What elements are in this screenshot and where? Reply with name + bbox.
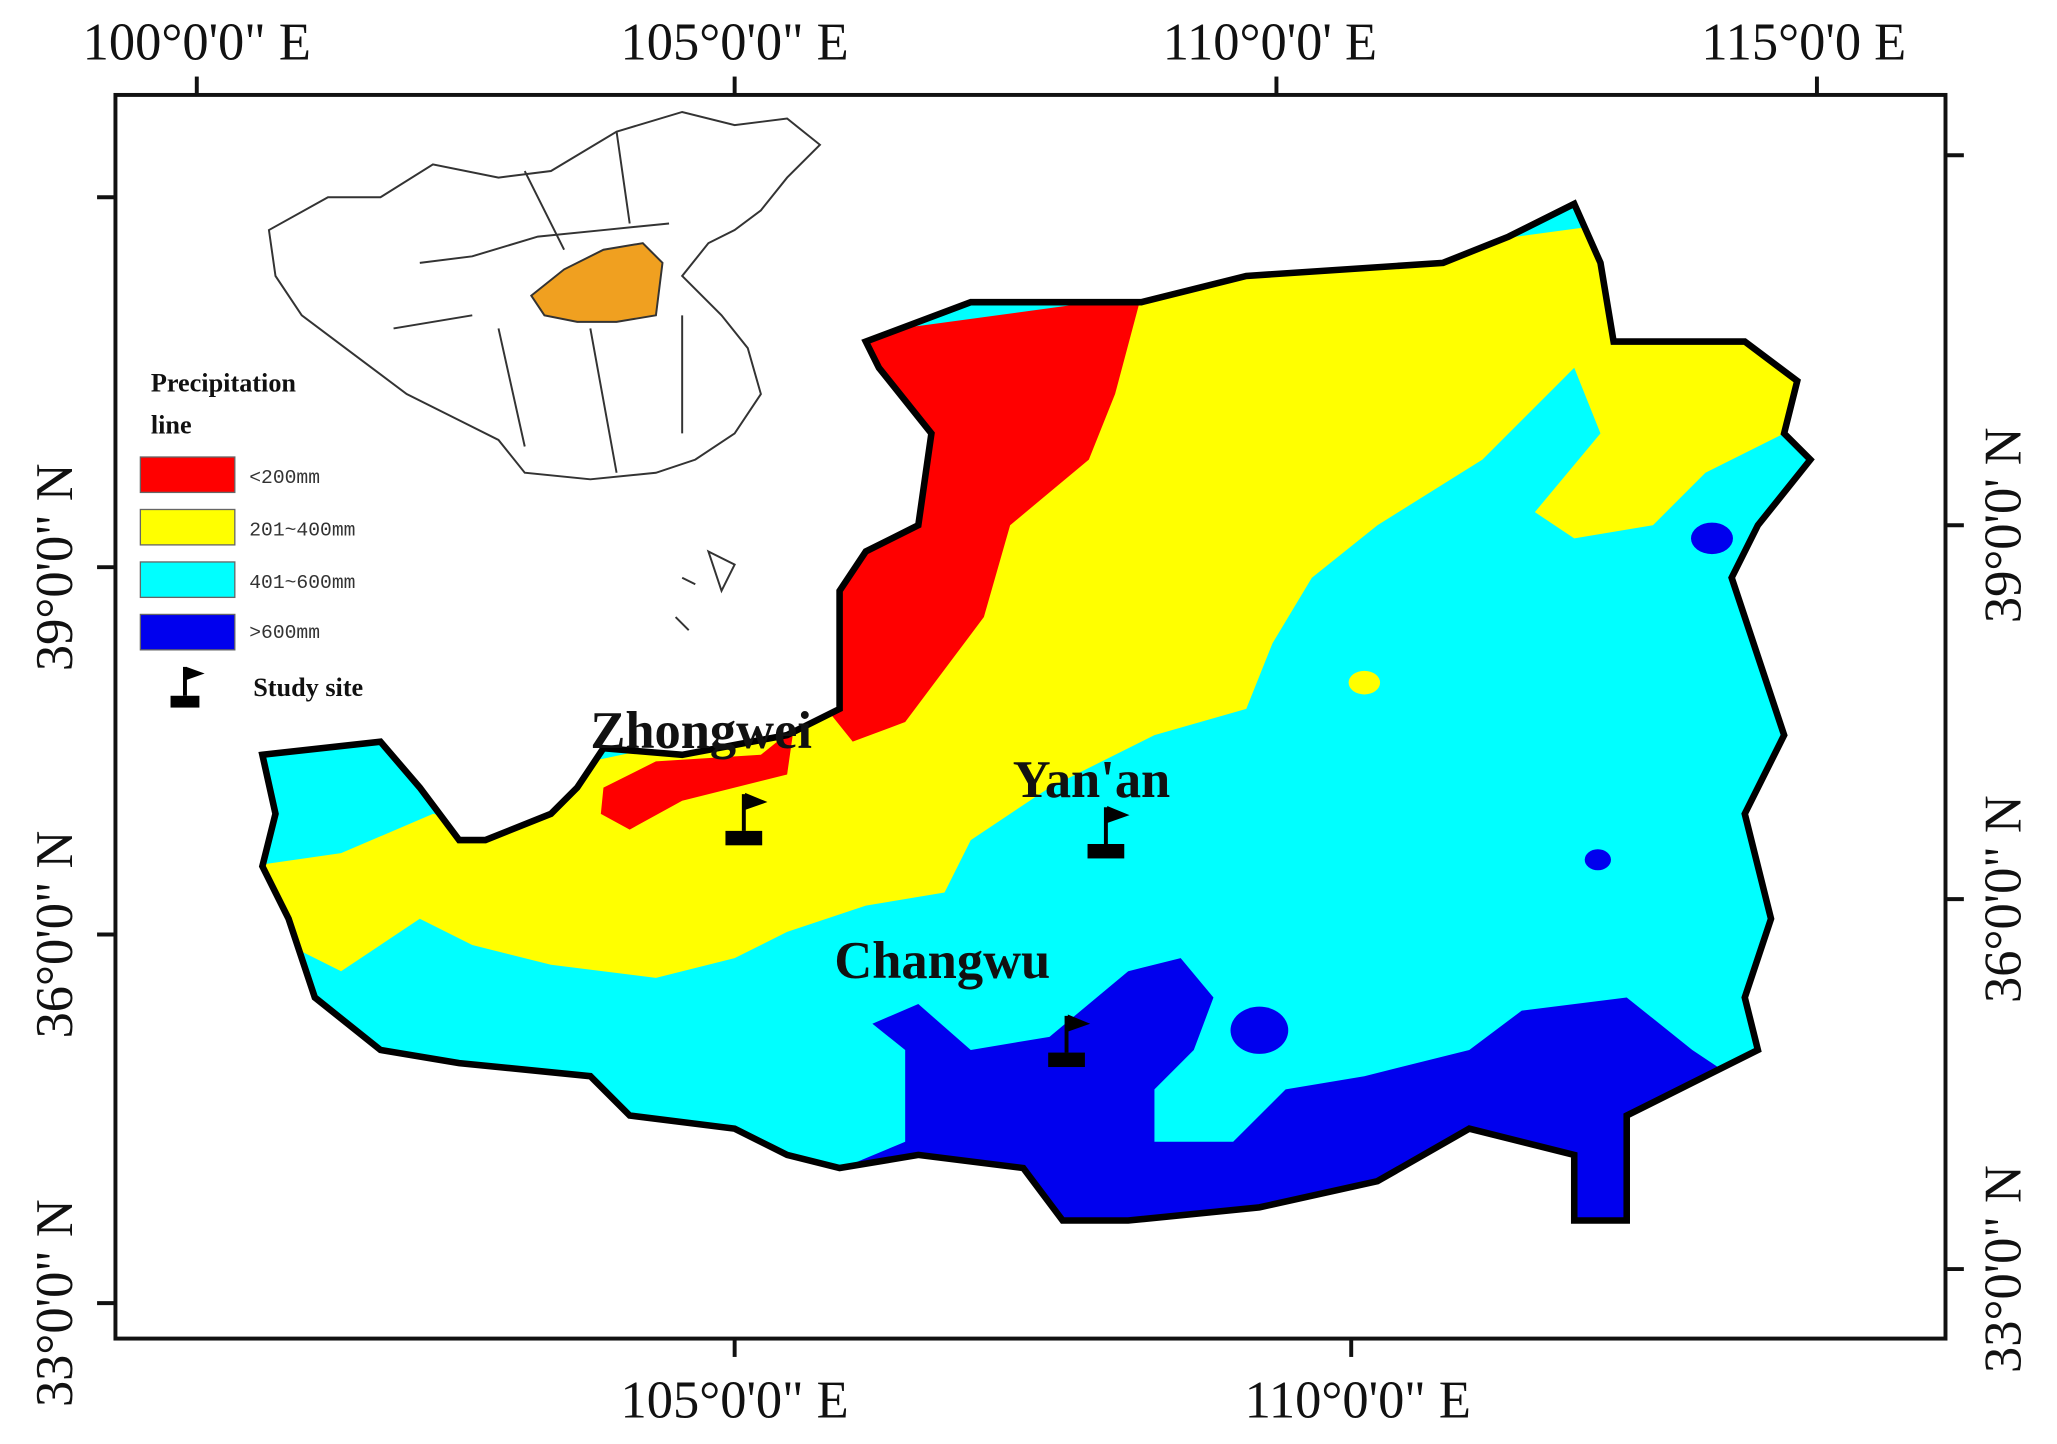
- lon-label: 110°0'0' E: [1163, 14, 1377, 72]
- lon-label: 100°0'0" E: [83, 14, 311, 72]
- site-label: Changwu: [834, 932, 1050, 990]
- lon-label: 115°0'0 E: [1701, 14, 1906, 72]
- site-label: Zhongwei: [590, 702, 812, 760]
- lat-label: 39°0'0' N: [1974, 427, 2032, 623]
- zone-under-200: [600, 295, 1142, 830]
- inset-china-map: [267, 110, 822, 631]
- legend-title: line: [151, 410, 192, 439]
- legend-item: >600mm: [249, 622, 320, 644]
- site-label: Yan'an: [1013, 751, 1170, 809]
- lat-label: 36°0'0" N: [26, 831, 84, 1039]
- legend-item: <200mm: [249, 467, 320, 489]
- plateau-boundary: [258, 199, 1815, 1224]
- lon-label: 105°0'0" E: [621, 14, 849, 72]
- graticule-ticks: [97, 76, 1964, 1357]
- axis-labels: 100°0'0" E 105°0'0" E 110°0'0' E 115°0'0…: [26, 14, 2032, 1430]
- lat-label: 33°0'0" N: [1974, 1165, 2032, 1373]
- legend-title: Precipitation: [151, 368, 297, 397]
- legend-item: 201~400mm: [249, 520, 355, 542]
- lat-label: 39°0'0" N: [26, 463, 84, 671]
- legend-item: 401~600mm: [249, 572, 355, 594]
- lat-label: 36°0'0" N: [1974, 795, 2032, 1003]
- legend: Precipitation line <200mm 201~400mm 401~…: [139, 368, 363, 708]
- study-sites: Zhongwei Yan'an Changwu: [590, 702, 1170, 1068]
- lat-label: 33°0'0" N: [26, 1199, 84, 1407]
- flag-icon: [170, 666, 205, 708]
- map-frame: [113, 92, 1948, 1341]
- lon-label: 105°0'0" E: [621, 1371, 849, 1429]
- lon-label: 110°0'0" E: [1245, 1371, 1471, 1429]
- legend-study-site: Study site: [253, 673, 363, 702]
